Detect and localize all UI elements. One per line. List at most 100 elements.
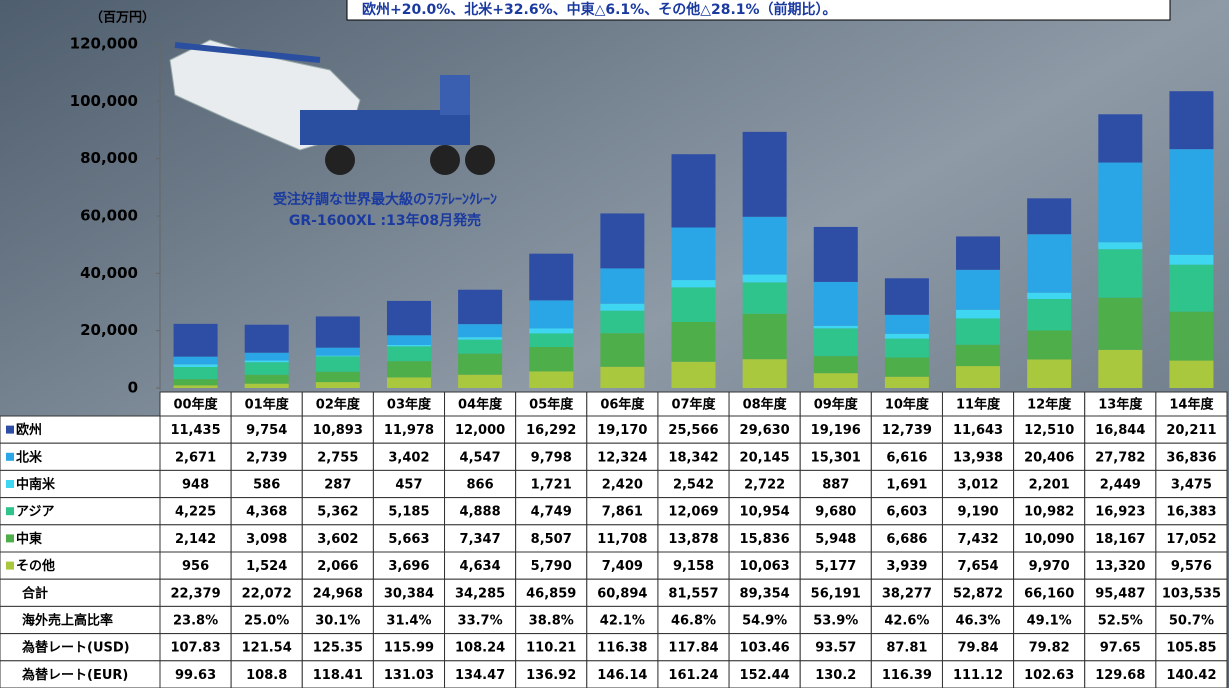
bar-segment xyxy=(1169,311,1214,361)
table-value: 22,379 xyxy=(170,586,220,601)
table-value: 89,354 xyxy=(740,586,790,601)
table-value: 53.9% xyxy=(813,614,858,629)
table-value: 20,211 xyxy=(1166,423,1216,438)
bar-segment xyxy=(956,236,1001,270)
table-value: 1,524 xyxy=(246,559,287,574)
table-value: 130.2 xyxy=(815,668,856,683)
table-value: 25.0% xyxy=(244,614,289,629)
bar-segment xyxy=(529,253,574,301)
x-tick-label: 01年度 xyxy=(245,397,290,413)
bar-segment xyxy=(315,316,360,348)
table-value: 18,167 xyxy=(1095,532,1145,547)
table-value: 8,507 xyxy=(531,532,572,547)
table-value: 31.4% xyxy=(386,614,431,629)
table-value: 6,616 xyxy=(886,450,927,465)
table-cell xyxy=(301,497,374,526)
table-cell xyxy=(728,605,801,635)
table-cell xyxy=(1084,660,1157,688)
bar-segment xyxy=(600,213,645,269)
bar-segment xyxy=(956,344,1001,367)
table-value: 9,754 xyxy=(246,423,287,438)
bar-segment xyxy=(244,360,289,363)
table-value: 107.83 xyxy=(170,641,220,656)
table-value: 97.65 xyxy=(1100,641,1141,656)
table-value: 34,285 xyxy=(455,586,505,601)
table-value: 99.63 xyxy=(175,668,216,683)
table-value: 60,894 xyxy=(597,586,647,601)
table-cell xyxy=(372,497,446,526)
crane-picture xyxy=(169,39,495,175)
table-value: 87.81 xyxy=(886,641,927,656)
bar-segment xyxy=(884,278,929,315)
bar-segment xyxy=(1027,330,1072,360)
table-value: 136.92 xyxy=(526,668,576,683)
bar-segment xyxy=(742,282,787,314)
table-cell xyxy=(230,497,303,526)
bar-segment xyxy=(529,347,574,372)
table-cell xyxy=(1084,633,1157,662)
bar-segment xyxy=(813,356,858,374)
table-value: 129.68 xyxy=(1095,668,1145,683)
legend-label: 中南米 xyxy=(16,477,56,493)
table-value: 2,066 xyxy=(317,559,358,574)
bar-segment xyxy=(529,300,574,329)
bar-segment xyxy=(458,289,503,325)
table-value: 152.44 xyxy=(740,668,790,683)
legend-swatch xyxy=(6,480,14,488)
table-value: 146.14 xyxy=(597,668,647,683)
table-value: 956 xyxy=(182,559,209,574)
table-cell xyxy=(1155,633,1228,662)
table-value: 4,368 xyxy=(246,505,287,520)
table-value: 10,090 xyxy=(1024,532,1074,547)
table-cell xyxy=(870,524,943,553)
table-value: 79.84 xyxy=(957,641,998,656)
table-cell xyxy=(444,551,517,580)
table-cell xyxy=(728,633,801,662)
table-value: 4,225 xyxy=(175,505,216,520)
table-value: 30,384 xyxy=(384,586,434,601)
bar-segment xyxy=(956,269,1001,310)
legend-label: 北米 xyxy=(16,449,43,465)
bar-segment xyxy=(458,353,503,375)
annotation-box xyxy=(346,0,1171,21)
table-value: 1,691 xyxy=(886,478,927,493)
table-value: 866 xyxy=(467,478,494,493)
table-cell xyxy=(0,551,161,580)
table-value: 46,859 xyxy=(526,586,576,601)
bar-segment xyxy=(600,268,645,304)
x-tick-label: 13年度 xyxy=(1098,397,1143,413)
legend-swatch xyxy=(6,534,14,543)
table-cell xyxy=(301,415,374,444)
x-tick-label: 07年度 xyxy=(671,397,716,413)
x-tick-label: 03年度 xyxy=(387,397,432,413)
bar-segment xyxy=(315,382,360,388)
table-cell xyxy=(230,633,303,662)
bar-segment xyxy=(1027,234,1072,293)
table-value: 13,938 xyxy=(953,450,1003,465)
bar-segment xyxy=(244,352,289,361)
table-cell xyxy=(159,442,232,471)
table-value: 2,722 xyxy=(744,478,785,493)
table-value: 6,686 xyxy=(886,532,927,547)
table-value: 3,475 xyxy=(1171,478,1212,493)
bar-segment xyxy=(315,347,360,356)
bar-segment xyxy=(884,314,929,334)
table-value: 16,292 xyxy=(526,423,576,438)
table-value: 46.8% xyxy=(671,614,716,629)
table-value: 6,603 xyxy=(886,505,927,520)
table-cell xyxy=(728,524,801,553)
table-cell xyxy=(301,442,374,471)
bar-segment xyxy=(884,338,929,358)
table-cell xyxy=(1013,551,1086,580)
table-value: 49.1% xyxy=(1027,614,1072,629)
table-value: 52.5% xyxy=(1098,614,1143,629)
table-value: 4,547 xyxy=(460,450,501,465)
table-value: 116.39 xyxy=(882,668,932,683)
bar-segment xyxy=(1027,299,1072,331)
table-cell xyxy=(230,469,303,499)
table-cell xyxy=(941,469,1015,499)
table-value: 17,052 xyxy=(1166,532,1216,547)
bar-segment xyxy=(671,287,716,322)
bar-segment xyxy=(884,376,929,388)
table-value: 11,708 xyxy=(597,532,647,547)
